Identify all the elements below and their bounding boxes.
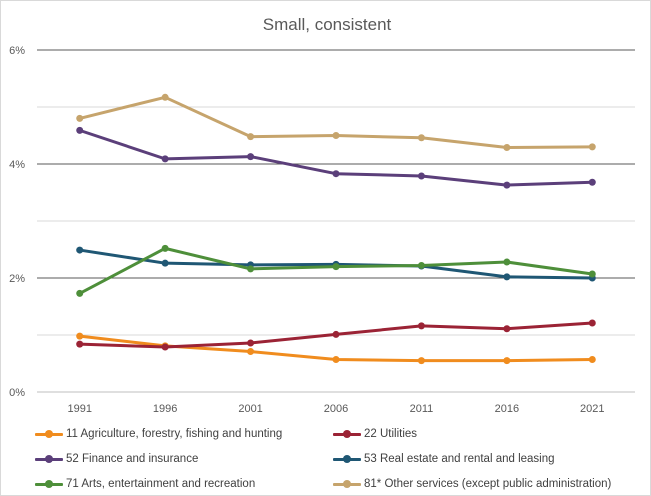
legend-swatch: [35, 451, 63, 467]
data-point: [76, 332, 84, 340]
x-tick-label: 1996: [153, 403, 177, 415]
data-point: [503, 258, 511, 266]
data-point: [247, 265, 255, 273]
legend-swatch: [333, 451, 361, 467]
data-point: [76, 289, 84, 297]
series-path: [78, 95, 594, 149]
legend-label: 71 Arts, entertainment and recreation: [66, 478, 256, 490]
x-tick-label: 2006: [324, 403, 348, 415]
data-point: [332, 263, 340, 271]
legend-item: 71 Arts, entertainment and recreation: [35, 476, 333, 492]
data-point: [417, 134, 425, 142]
legend-label: 52 Finance and insurance: [66, 453, 199, 465]
data-point: [76, 126, 84, 134]
y-tick-label: 0%: [9, 387, 25, 399]
legend-item: 53 Real estate and rental and leasing: [333, 451, 633, 467]
legend-item: 52 Finance and insurance: [35, 451, 333, 467]
data-point: [588, 319, 596, 327]
y-tick-label: 2%: [9, 273, 25, 285]
legend-swatch: [35, 476, 63, 492]
data-point: [417, 172, 425, 180]
data-point: [588, 178, 596, 186]
data-point: [503, 357, 511, 365]
data-point: [247, 339, 255, 347]
data-point: [161, 259, 169, 267]
data-point: [417, 261, 425, 269]
series-lines: [76, 93, 596, 365]
axis-labels: 0% 2% 4% 6% 1991 1996 2001 2006 2011 2016 2021: [9, 45, 604, 415]
series-path: [78, 246, 594, 295]
series-line: [76, 244, 596, 297]
gridlines: [37, 49, 635, 393]
y-tick-label: 6%: [9, 45, 25, 57]
legend-label: 81* Other services (except public admini…: [364, 478, 612, 490]
x-tick-label: 2021: [580, 403, 604, 415]
data-point: [76, 114, 84, 122]
legend-item: 11 Agriculture, forestry, fishing and hu…: [35, 426, 333, 442]
data-point: [332, 170, 340, 178]
data-point: [503, 325, 511, 333]
data-point: [247, 133, 255, 141]
series-line: [76, 126, 596, 189]
data-point: [503, 273, 511, 281]
data-point: [588, 143, 596, 151]
data-point: [332, 356, 340, 364]
series-line: [76, 319, 596, 351]
data-point: [588, 356, 596, 364]
x-tick-label: 1991: [67, 403, 91, 415]
chart-title: Small, consistent: [263, 15, 392, 34]
data-point: [76, 246, 84, 254]
x-tick-label: 2011: [410, 403, 434, 415]
data-point: [417, 322, 425, 330]
legend-swatch: [35, 426, 63, 442]
data-point: [76, 340, 84, 348]
data-point: [161, 244, 169, 252]
legend-swatch: [333, 476, 361, 492]
data-point: [161, 93, 169, 101]
data-point: [503, 143, 511, 151]
data-point: [161, 155, 169, 163]
legend-label: 53 Real estate and rental and leasing: [364, 453, 555, 465]
x-tick-label: 2001: [238, 403, 262, 415]
data-point: [332, 330, 340, 338]
y-tick-label: 4%: [9, 159, 25, 171]
data-point: [417, 357, 425, 365]
data-point: [503, 181, 511, 189]
legend-label: 22 Utilities: [364, 428, 418, 440]
legend-item: 22 Utilities: [333, 426, 633, 442]
legend-item: 81* Other services (except public admini…: [333, 476, 633, 492]
x-tick-label: 2016: [495, 403, 519, 415]
data-point: [332, 132, 340, 139]
legend-label: 11 Agriculture, forestry, fishing and hu…: [66, 428, 283, 440]
legend: 11 Agriculture, forestry, fishing and hu…: [35, 426, 635, 492]
data-point: [161, 343, 169, 351]
series-line: [76, 93, 596, 151]
data-point: [247, 153, 255, 161]
data-point: [588, 270, 596, 278]
legend-swatch: [333, 426, 361, 442]
data-point: [247, 348, 255, 356]
